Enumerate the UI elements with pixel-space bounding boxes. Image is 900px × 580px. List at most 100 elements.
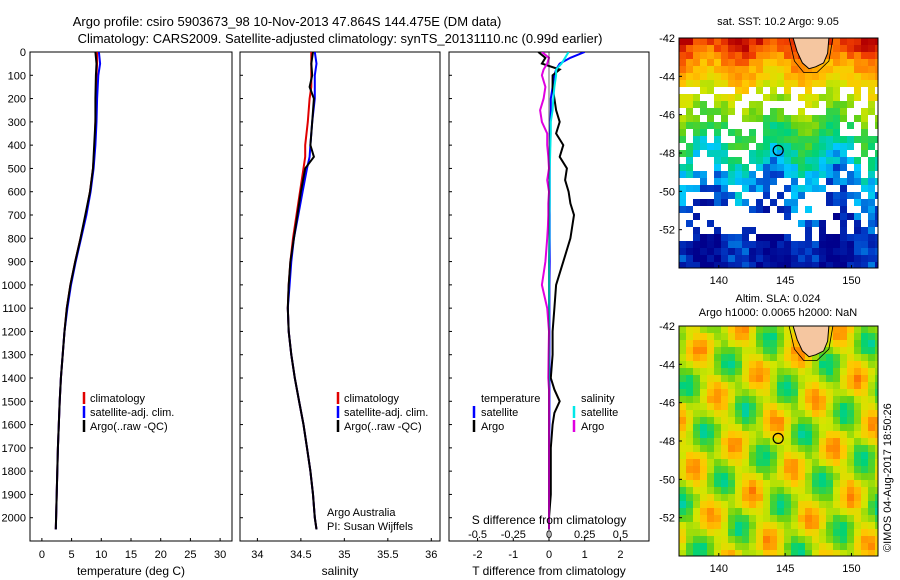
map-cell — [742, 52, 750, 60]
map-cell — [756, 452, 764, 460]
difference-x-ticks: -2 -1 0 1 2-0.5 -0.25 0 0.25 0.5 — [468, 529, 628, 561]
map-cell — [721, 452, 729, 460]
map-cell — [742, 480, 750, 488]
map-cell — [847, 80, 855, 88]
map-cell — [805, 129, 813, 137]
map-cell — [833, 199, 841, 207]
map-cell — [693, 515, 701, 523]
map-cell — [784, 164, 792, 172]
map-cell — [819, 94, 827, 102]
map-cell — [763, 171, 771, 179]
temperature-x-ticks: 0 5 10 15 20 25 30 — [39, 538, 226, 561]
map-cell — [721, 115, 729, 123]
map-cell — [721, 45, 729, 53]
map-cell — [812, 136, 820, 144]
map-cell — [707, 192, 715, 200]
map-cell — [749, 59, 757, 67]
map-cell — [763, 80, 771, 88]
map-cell — [784, 66, 792, 74]
map-cell — [756, 473, 764, 481]
map-cell — [700, 354, 708, 362]
map-cell — [686, 529, 694, 537]
map-cell — [833, 255, 841, 263]
map-cell — [721, 150, 729, 158]
map-cell — [805, 445, 813, 453]
map-cell — [714, 326, 722, 334]
map-cell — [812, 220, 820, 228]
map-cell — [784, 536, 792, 544]
map-cell — [840, 340, 848, 348]
map-cell — [700, 459, 708, 467]
salinity-plot — [286, 52, 318, 530]
map-cell — [784, 101, 792, 109]
map-cell — [847, 452, 855, 460]
map-cell — [763, 347, 771, 355]
map-cell — [763, 199, 771, 207]
map-cell — [791, 536, 799, 544]
map-cell — [791, 73, 799, 81]
map-cell — [763, 438, 771, 446]
map-cell — [700, 340, 708, 348]
map-cell — [679, 66, 687, 74]
map-cell — [812, 66, 820, 74]
map-cell — [763, 262, 771, 268]
map-cell — [749, 410, 757, 418]
map-cell — [826, 543, 834, 551]
map-cell — [784, 220, 792, 228]
map-cell — [840, 213, 848, 221]
map-cell — [875, 487, 878, 495]
map-cell — [679, 52, 687, 60]
map-cell — [700, 515, 708, 523]
map-cell — [805, 431, 813, 439]
map-cell — [847, 466, 855, 474]
map-cell — [826, 473, 834, 481]
map-cell — [819, 459, 827, 467]
map-cell — [777, 66, 785, 74]
map-cell — [819, 192, 827, 200]
map-cell — [679, 199, 687, 207]
map-cell — [791, 431, 799, 439]
map-cell — [763, 66, 771, 74]
map-cell — [833, 248, 841, 256]
map-cell — [854, 487, 862, 495]
map-cell — [819, 361, 827, 369]
map-cell — [805, 220, 813, 228]
map-cell — [679, 262, 687, 268]
map-cell — [728, 501, 736, 509]
map-cell — [756, 45, 764, 53]
map-cell — [735, 227, 743, 235]
map-cell — [714, 192, 722, 200]
map-cell — [868, 129, 876, 137]
map-cell — [861, 94, 869, 102]
map-cell — [833, 59, 841, 67]
map-cell — [868, 396, 876, 404]
map-cell — [700, 101, 708, 109]
map-cell — [798, 129, 806, 137]
map-cell — [840, 255, 848, 263]
map-cell — [854, 382, 862, 390]
map-cell — [749, 368, 757, 376]
map-cell — [826, 333, 834, 341]
map-cell — [826, 424, 834, 432]
map-cell — [707, 333, 715, 341]
map-cell — [784, 122, 792, 130]
map-cell — [749, 529, 757, 537]
map-cell — [826, 438, 834, 446]
map-cell — [777, 234, 785, 242]
map-cell — [686, 466, 694, 474]
map-cell — [805, 354, 813, 362]
map-cell — [854, 480, 862, 488]
map-cell — [707, 59, 715, 67]
map-cell — [840, 515, 848, 523]
map-cell — [763, 94, 771, 102]
map-cell — [840, 94, 848, 102]
map-cell — [861, 185, 869, 193]
map-cell — [721, 529, 729, 537]
map-cell — [686, 480, 694, 488]
map-cell — [721, 347, 729, 355]
map-cell — [833, 361, 841, 369]
map-cell — [777, 368, 785, 376]
map-cell — [840, 101, 848, 109]
map-cell — [700, 347, 708, 355]
x-tick-label: 34 — [251, 549, 263, 561]
